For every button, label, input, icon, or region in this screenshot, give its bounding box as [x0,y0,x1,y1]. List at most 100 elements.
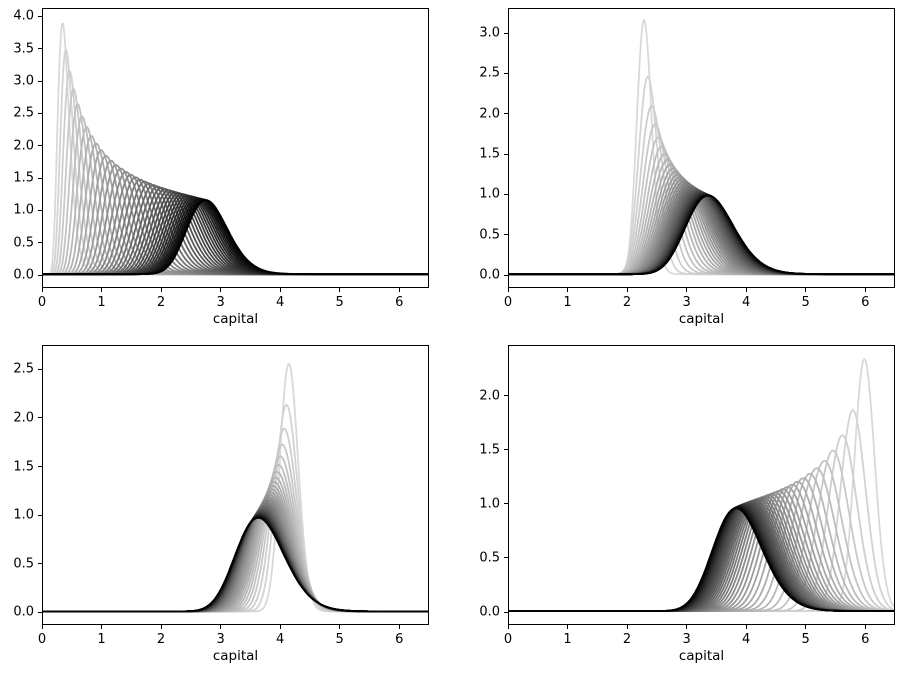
x-tick-label: 3 [216,295,225,310]
y-tick-label: 1.0 [13,202,34,218]
x-tick [745,288,747,292]
x-tick-label: 5 [335,295,344,310]
x-tick-label: 1 [563,295,572,310]
density-curve [43,48,428,276]
x-tick-label: 6 [395,295,404,310]
y-tick [38,145,42,147]
axes-frame [508,345,895,625]
subplot-bottom-right: capital 0 1 2 3 4 5 6 0.0 0.5 1.0 1.5 2.0 [479,345,895,663]
y-tick [504,113,508,115]
y-tick [38,112,42,114]
x-tick-label: 1 [563,632,572,647]
y-tick-label: 2.0 [479,106,500,122]
x-tick-label: 2 [156,632,166,647]
x-tick [339,625,341,629]
y-tick [38,368,42,370]
y-tick-label: 1.0 [479,496,500,512]
y-tick [38,417,42,419]
x-tick [626,288,628,292]
y-tick [504,611,508,613]
y-tick [504,557,508,559]
y-tick-label: 0.0 [479,604,500,620]
x-tick [398,625,400,629]
density-curves [509,18,894,276]
y-tick-label: 3.0 [13,73,34,89]
x-tick-label: 4 [276,295,285,310]
y-tick [504,234,508,236]
y-tick [38,80,42,82]
density-curve [43,516,428,613]
y-tick-label: 4.0 [13,8,34,24]
x-tick-label: 2 [622,632,632,647]
subplot-top-left: capital 0 1 2 3 4 5 6 0.0 0.5 1.0 1.5 2.0 2.5 3.0 3.5 4… [13,8,429,326]
y-tick-label: 0.5 [13,556,34,572]
y-tick [38,242,42,244]
y-tick-label: 3.5 [13,41,34,57]
x-tick-label: 6 [861,632,870,647]
y-tick-label: 0.0 [479,267,500,283]
y-tick [38,209,42,211]
density-curve [509,173,894,276]
x-axis-label: capital [678,311,725,327]
x-tick [160,625,162,629]
x-tick [686,625,688,629]
x-tick [805,625,807,629]
y-tick [38,177,42,179]
y-tick-label: 2.0 [479,388,500,404]
x-tick-label: 3 [216,632,225,647]
x-tick-label: 2 [622,295,632,310]
x-tick [41,625,43,629]
y-tick-label: 3.0 [479,25,500,41]
x-tick [160,288,162,292]
x-tick-label: 0 [37,632,47,647]
x-tick [626,625,628,629]
x-tick-label: 4 [276,632,285,647]
y-tick [504,32,508,34]
y-tick [504,72,508,74]
y-tick-label: 2.5 [13,105,34,121]
y-tick [38,514,42,516]
x-tick [745,625,747,629]
y-tick [504,395,508,397]
y-tick [504,503,508,505]
y-tick-label: 0.5 [13,235,34,251]
y-tick-label: 1.0 [13,507,34,523]
x-tick-label: 2 [156,295,166,310]
x-tick-label: 6 [395,632,404,647]
x-tick [864,625,866,629]
y-tick-label: 2.0 [13,138,34,154]
x-tick-label: 3 [682,632,691,647]
subplot-top-right: capital 0 1 2 3 4 5 6 0.0 0.5 1.0 1.5 2.0 2.5 3.0 [479,8,895,326]
y-tick-label: 2.5 [13,361,34,377]
density-curve [509,507,894,612]
y-tick [504,274,508,276]
y-tick-label: 2.0 [13,410,34,426]
y-tick [38,563,42,565]
density-curves [509,358,894,612]
x-tick-label: 3 [682,295,691,310]
y-tick-label: 1.5 [479,442,500,458]
y-tick [38,15,42,17]
x-tick-label: 0 [503,632,513,647]
x-tick-label: 1 [97,632,106,647]
x-tick-label: 0 [37,295,47,310]
y-tick-label: 0.0 [13,604,34,620]
x-tick [805,288,807,292]
y-tick [38,466,42,468]
y-tick [38,611,42,613]
density-curve [509,194,894,276]
x-tick [507,288,509,292]
density-curves [43,22,428,276]
x-tick [567,625,569,629]
x-tick [864,288,866,292]
y-tick-label: 0.0 [13,267,34,283]
subplot-bottom-left: capital 0 1 2 3 4 5 6 0.0 0.5 1.0 1.5 2.0 2.5 [13,345,429,663]
x-axis-label: capital [678,648,725,664]
x-axis-label: capital [212,648,259,664]
x-tick-label: 4 [742,295,751,310]
x-tick-label: 5 [801,632,810,647]
y-tick-label: 2.5 [479,65,500,81]
x-tick-label: 1 [97,295,106,310]
x-tick [507,625,509,629]
